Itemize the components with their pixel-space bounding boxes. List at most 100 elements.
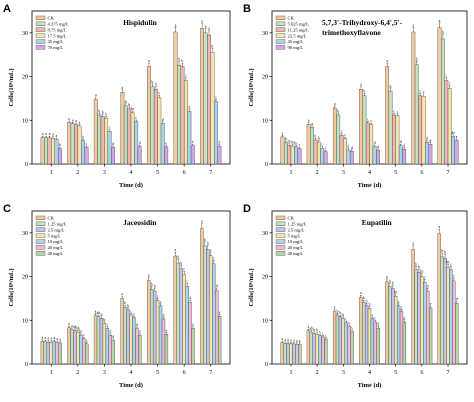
- significance-label: c: [393, 109, 395, 113]
- x-tick-label: 6: [183, 170, 186, 176]
- significance-label: bc: [294, 141, 298, 145]
- bar: [428, 144, 433, 165]
- bar: [443, 258, 447, 365]
- significance-label: c: [83, 333, 85, 337]
- significance-label: b: [444, 251, 446, 255]
- bar: [280, 342, 284, 365]
- bar: [76, 331, 80, 365]
- significance-label: a: [174, 248, 176, 252]
- bar: [126, 309, 130, 365]
- significance-label: c: [321, 143, 323, 147]
- significance-label: b: [363, 296, 365, 300]
- significance-label: b: [316, 329, 318, 333]
- significance-label: b: [285, 137, 287, 141]
- bar: [161, 318, 166, 365]
- significance-label: e: [192, 323, 194, 327]
- bar: [370, 318, 375, 365]
- bar: [183, 80, 188, 165]
- significance-label: d: [139, 141, 141, 145]
- bar: [396, 305, 401, 365]
- bar: [421, 96, 426, 165]
- significance-label: b: [369, 303, 371, 307]
- significance-label: b: [177, 255, 179, 259]
- significance-label: b: [207, 241, 209, 245]
- legend-label: 2.5 mg/L: [48, 227, 65, 232]
- bar: [364, 305, 369, 365]
- significance-label: a: [208, 27, 210, 31]
- bar: [318, 335, 322, 365]
- bar: [207, 34, 211, 165]
- bar: [176, 262, 180, 365]
- y-axis-label: Cells(10⁶/mL): [8, 68, 15, 106]
- bar: [138, 334, 142, 365]
- significance-label: ab: [73, 325, 77, 329]
- legend-label: 20 mg/L: [288, 245, 304, 250]
- bar: [93, 99, 98, 165]
- bar: [423, 282, 427, 365]
- significance-label: a: [52, 133, 54, 137]
- bar: [332, 311, 337, 365]
- bar: [316, 141, 321, 165]
- bar: [150, 86, 155, 165]
- legend-swatch: [35, 245, 46, 250]
- significance-label: a: [360, 83, 362, 87]
- significance-label: b: [340, 311, 342, 315]
- y-tick-label: 20: [22, 75, 28, 81]
- significance-label: a: [148, 274, 150, 278]
- bar: [67, 327, 71, 365]
- significance-label: b: [337, 109, 339, 113]
- bar: [214, 101, 218, 165]
- significance-label: a: [386, 59, 388, 63]
- significance-label: b: [151, 80, 153, 84]
- significance-label: a: [71, 324, 73, 328]
- y-tick-label: 20: [262, 275, 268, 281]
- significance-label: c: [370, 119, 372, 123]
- bar: [123, 306, 127, 365]
- legend-swatch: [275, 233, 286, 238]
- y-tick-label: 0: [265, 162, 268, 168]
- significance-label: d: [377, 323, 379, 327]
- bar: [320, 148, 325, 165]
- x-tick-label: 4: [368, 370, 371, 376]
- y-tick-label: 10: [22, 318, 28, 324]
- bar: [350, 331, 354, 365]
- legend-label: 10 mg/L: [48, 239, 64, 244]
- significance-label: b: [127, 304, 129, 308]
- x-tick-label: 5: [394, 170, 397, 176]
- significance-label: d: [218, 141, 220, 145]
- bar: [426, 290, 430, 365]
- significance-label: b: [104, 318, 106, 322]
- significance-label: c: [375, 317, 377, 321]
- bar: [200, 228, 204, 365]
- significance-label: d: [377, 145, 379, 149]
- bar: [164, 146, 169, 165]
- significance-label: a: [95, 309, 97, 313]
- y-tick-label: 30: [262, 31, 268, 37]
- y-tick-label: 0: [25, 162, 28, 168]
- significance-label: b: [204, 238, 206, 242]
- bar: [47, 137, 52, 165]
- legend-label: 1.25 mg/L: [288, 222, 307, 227]
- bar: [70, 123, 75, 165]
- legend-label: CK: [288, 216, 295, 221]
- y-axis-label: Cells(10⁶/mL): [8, 268, 15, 306]
- significance-label: d: [189, 296, 191, 300]
- bar: [373, 321, 377, 365]
- bar: [312, 333, 316, 365]
- legend-swatch: [35, 33, 46, 38]
- x-tick-label: 1: [289, 370, 292, 376]
- bar: [295, 344, 299, 365]
- significance-label: b: [337, 309, 339, 313]
- significance-label: bc: [291, 141, 295, 145]
- bar: [49, 341, 53, 365]
- significance-label: c: [348, 321, 350, 325]
- bar: [414, 64, 419, 165]
- significance-label: c: [351, 326, 353, 330]
- bar: [74, 124, 79, 165]
- bar: [402, 322, 407, 365]
- bar: [455, 303, 459, 365]
- significance-label: e: [219, 311, 221, 315]
- significance-label: c: [398, 300, 400, 304]
- significance-label: a: [290, 338, 292, 342]
- bar: [134, 121, 139, 165]
